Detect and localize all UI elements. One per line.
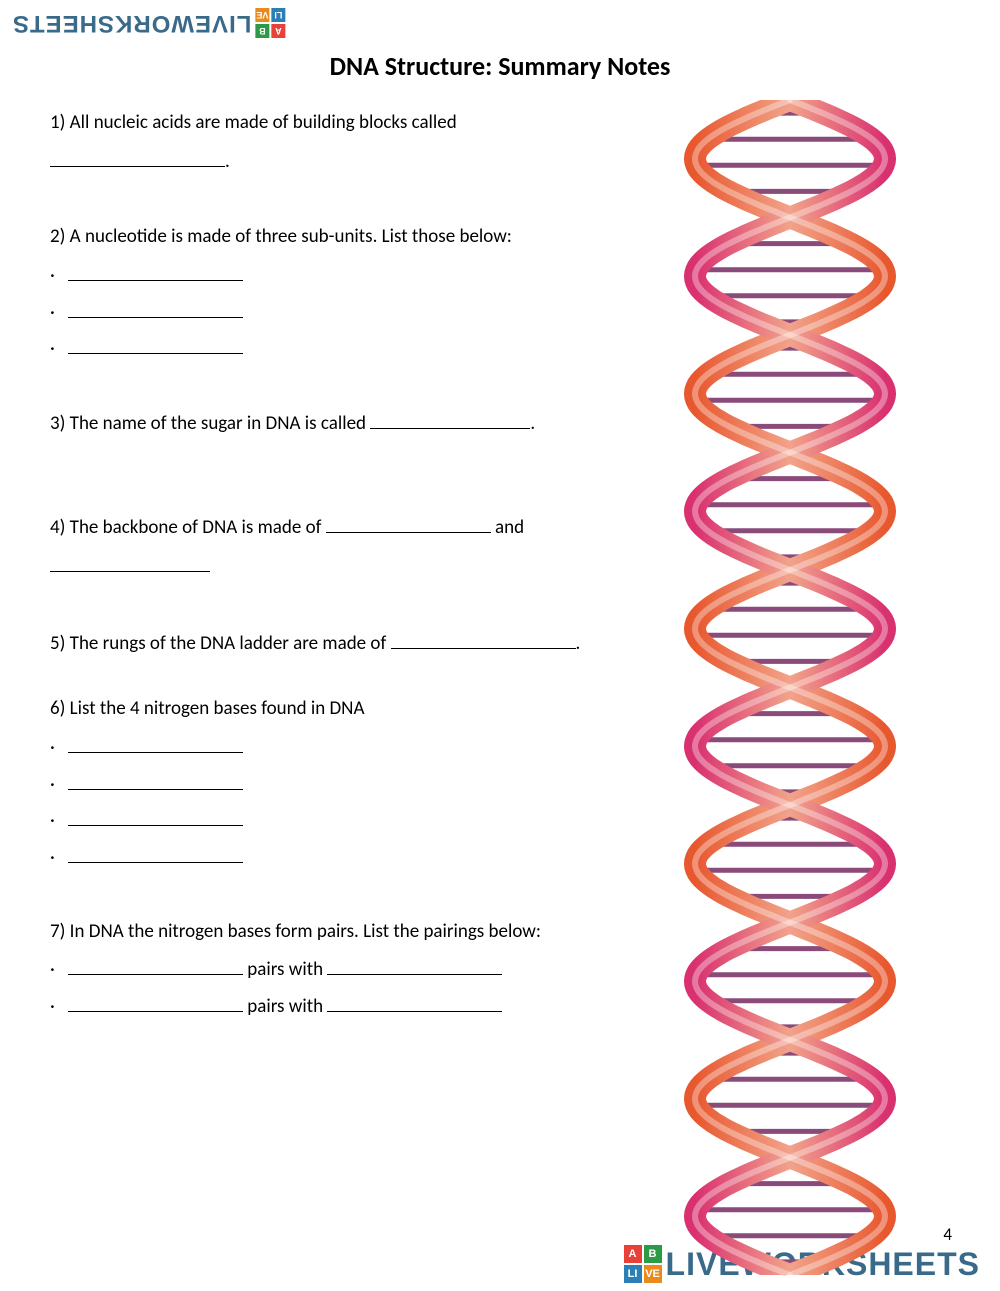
watermark-logo-squares: ABLIVE <box>255 8 285 38</box>
q6-blank-2[interactable]: · <box>50 771 650 798</box>
question-7: 7) In DNA the nitrogen bases form pairs.… <box>50 919 650 945</box>
q2-blank-2[interactable]: · <box>50 299 650 326</box>
page-title: DNA Structure: Summary Notes <box>50 50 950 82</box>
question-1-blank[interactable]: . <box>50 148 650 175</box>
pairs-with-text: pairs with <box>243 995 327 1018</box>
q4-text-pre: 4) The backbone of DNA is made of <box>50 516 326 539</box>
question-4: 4) The backbone of DNA is made of and <box>50 514 650 541</box>
question-3: 3) The name of the sugar in DNA is calle… <box>50 410 650 437</box>
q7-blank-1b[interactable] <box>327 956 502 975</box>
q7-blank-2a[interactable] <box>68 993 243 1012</box>
q5-text: 5) The rungs of the DNA ladder are made … <box>50 632 391 655</box>
q7-pair-1: · pairs with <box>50 956 650 983</box>
q6-blank-1[interactable]: · <box>50 734 650 761</box>
q6-blank-4[interactable]: · <box>50 844 650 871</box>
dna-svg <box>640 100 940 1275</box>
questions-column: 1) All nucleic acids are made of buildin… <box>50 110 650 1030</box>
q7-blank-2b[interactable] <box>327 993 502 1012</box>
pairs-with-text: pairs with <box>243 958 327 981</box>
q3-text: 3) The name of the sugar in DNA is calle… <box>50 412 370 435</box>
q4-blank-1[interactable] <box>326 514 491 533</box>
q2-blank-1[interactable]: · <box>50 262 650 289</box>
question-6: 6) List the 4 nitrogen bases found in DN… <box>50 696 650 722</box>
q4-blank-2-line[interactable] <box>50 553 650 580</box>
q2-blank-3[interactable]: · <box>50 335 650 362</box>
question-5: 5) The rungs of the DNA ladder are made … <box>50 630 650 657</box>
q7-pair-2: · pairs with <box>50 993 650 1020</box>
q6-blank-3[interactable]: · <box>50 807 650 834</box>
watermark-top: ABLIVE LIVEWORKSHEETS <box>12 8 285 38</box>
q7-blank-1a[interactable] <box>68 956 243 975</box>
q3-blank[interactable] <box>370 410 530 429</box>
dna-helix-image <box>640 100 940 1275</box>
watermark-brand-text: LIVEWORKSHEETS <box>12 9 251 37</box>
q5-blank[interactable] <box>391 630 576 649</box>
q4-text-mid: and <box>491 516 524 539</box>
question-2: 2) A nucleotide is made of three sub-uni… <box>50 224 650 250</box>
question-1: 1) All nucleic acids are made of buildin… <box>50 110 650 136</box>
page-number: 4 <box>943 1224 952 1245</box>
